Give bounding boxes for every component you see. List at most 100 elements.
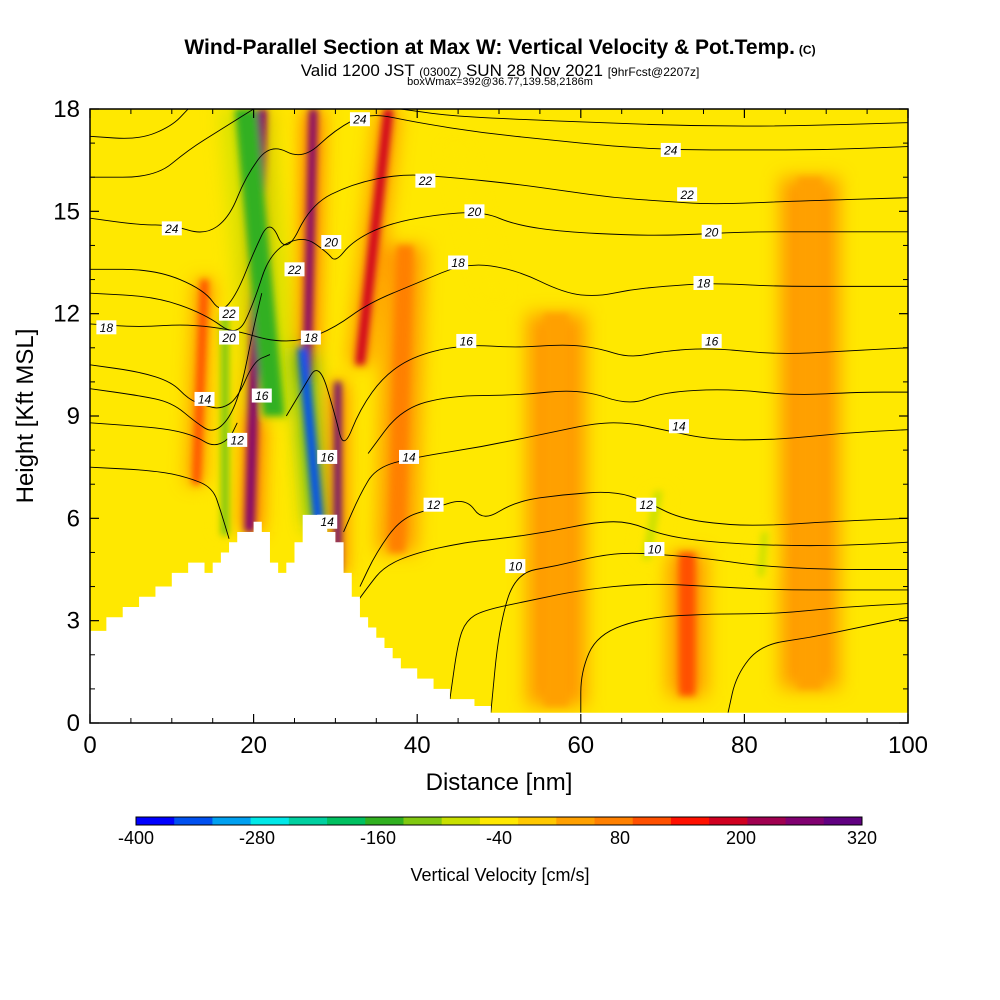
colorbar-segment xyxy=(441,817,481,825)
contour-label: 10 xyxy=(644,542,665,557)
colorbar-segment xyxy=(823,817,863,825)
x-tick-label: 20 xyxy=(240,732,267,759)
y-tick-label: 9 xyxy=(67,403,80,430)
subtitle-utc: (0300Z) xyxy=(419,65,462,79)
colorbar-segment xyxy=(288,817,328,825)
contour-label-text: 16 xyxy=(321,450,335,464)
contour-label: 14 xyxy=(194,391,215,406)
contour-label-text: 20 xyxy=(221,331,236,345)
subtitle-date: SUN 28 Nov 2021 xyxy=(465,61,603,80)
contour-label: 16 xyxy=(251,388,272,403)
corner-mark: (C) xyxy=(798,43,816,57)
contour-label-box xyxy=(96,320,117,335)
contour-label-text: 22 xyxy=(679,188,694,202)
theta-contour xyxy=(343,521,908,621)
chart-subtitle: Valid 1200 JST (0300Z) SUN 28 Nov 2021 [… xyxy=(0,61,1000,81)
theta-contour xyxy=(359,491,908,587)
colorbar-segment xyxy=(479,817,519,825)
contour-label-text: 12 xyxy=(231,433,245,447)
contour-label-box xyxy=(701,224,722,239)
contour-label-box xyxy=(448,255,469,270)
theta-contour xyxy=(490,552,908,713)
contour-label-box xyxy=(219,306,240,321)
contour-label: 24 xyxy=(660,142,681,157)
subtitle-fcst: [9hrFcst@2207z] xyxy=(607,65,700,79)
w-feature xyxy=(388,245,414,553)
colorbar-tick-label: -160 xyxy=(360,828,396,848)
colorbar-tick-label: 80 xyxy=(610,828,630,848)
y-tick-label: 0 xyxy=(67,710,80,737)
theta-contour xyxy=(400,109,908,127)
x-tick-label: 80 xyxy=(731,732,758,759)
contour-label-text: 16 xyxy=(460,334,474,348)
contour-label-text: 10 xyxy=(648,543,662,557)
colorbar-segment xyxy=(136,817,175,825)
chart-title-text: Wind-Parallel Section at Max W: Vertical… xyxy=(184,36,795,59)
y-tick-label: 18 xyxy=(53,96,80,123)
contour-label: 12 xyxy=(227,432,248,447)
w-feature xyxy=(449,143,500,297)
contour-label-box xyxy=(251,388,272,403)
colorbar: -400 -280 -160 -40 80 200 320 xyxy=(118,816,877,848)
theta-contour xyxy=(449,583,908,700)
contour-label-text: 24 xyxy=(352,113,367,127)
colorbar-segment xyxy=(365,817,404,825)
contour-label-box xyxy=(677,187,698,202)
colorbar-tick-label: 320 xyxy=(847,828,877,848)
contour-label-text: 12 xyxy=(427,498,441,512)
contour-label: 16 xyxy=(701,333,722,348)
colorbar-segment xyxy=(556,817,596,825)
theta-contour xyxy=(343,422,908,533)
theta-contour xyxy=(90,422,238,446)
contour-label: 18 xyxy=(300,330,321,345)
contour-label-text: 20 xyxy=(704,225,719,239)
colorbar-tick-label: -280 xyxy=(239,828,275,848)
contour-label-box xyxy=(194,391,215,406)
x-tick-label: 60 xyxy=(567,732,594,759)
colorbar-segment xyxy=(250,817,290,825)
contour-label-box xyxy=(505,559,526,574)
y-axis-label: Height [Kft MSL] xyxy=(12,329,39,504)
contour-label-box xyxy=(317,514,338,529)
x-tick-label: 40 xyxy=(404,732,431,759)
contour-label-text: 24 xyxy=(164,222,179,236)
subtitle-valid: Valid 1200 JST xyxy=(300,61,415,80)
contour-label-text: 10 xyxy=(509,560,523,574)
x-tick-label: 0 xyxy=(83,732,96,759)
contour-label: 12 xyxy=(636,497,657,512)
contour-label: 14 xyxy=(668,419,689,434)
contour-label: 20 xyxy=(701,224,722,239)
colorbar-segment xyxy=(670,817,710,825)
contour-label: 20 xyxy=(219,330,240,345)
w-feature xyxy=(192,279,209,485)
contour-label: 22 xyxy=(677,187,698,202)
contour-label-box xyxy=(227,432,248,447)
contour-label-box xyxy=(668,419,689,434)
contour-label: 10 xyxy=(505,559,526,574)
contour-label-box xyxy=(415,173,436,188)
colorbar-segment xyxy=(403,817,443,825)
chart-subtitle-box: boxWmax=392@36.77,139.58,2186m xyxy=(407,76,593,88)
w-feature xyxy=(297,347,324,529)
y-tick-label: 3 xyxy=(67,608,80,635)
contour-label-text: 24 xyxy=(663,143,678,157)
theta-contour xyxy=(367,389,908,454)
contour-label-box xyxy=(693,275,714,290)
vertical-velocity-field xyxy=(192,109,823,706)
contour-label-box xyxy=(636,497,657,512)
contour-label-text: 18 xyxy=(100,321,114,335)
colorbar-tick-label: 200 xyxy=(726,828,756,848)
contour-label: 12 xyxy=(423,497,444,512)
terrain-profile xyxy=(90,514,908,723)
contour-label-box xyxy=(456,333,477,348)
contour-label: 22 xyxy=(284,262,305,277)
colorbar-segment xyxy=(632,817,672,825)
contour-label-text: 16 xyxy=(705,334,719,348)
contour-label: 16 xyxy=(456,333,477,348)
contour-label-box xyxy=(399,449,420,464)
w-feature xyxy=(797,177,823,689)
contour-label-box xyxy=(464,204,485,219)
contour-label: 20 xyxy=(321,235,342,250)
contour-label-text: 14 xyxy=(402,450,416,464)
colorbar-segment xyxy=(518,817,557,825)
